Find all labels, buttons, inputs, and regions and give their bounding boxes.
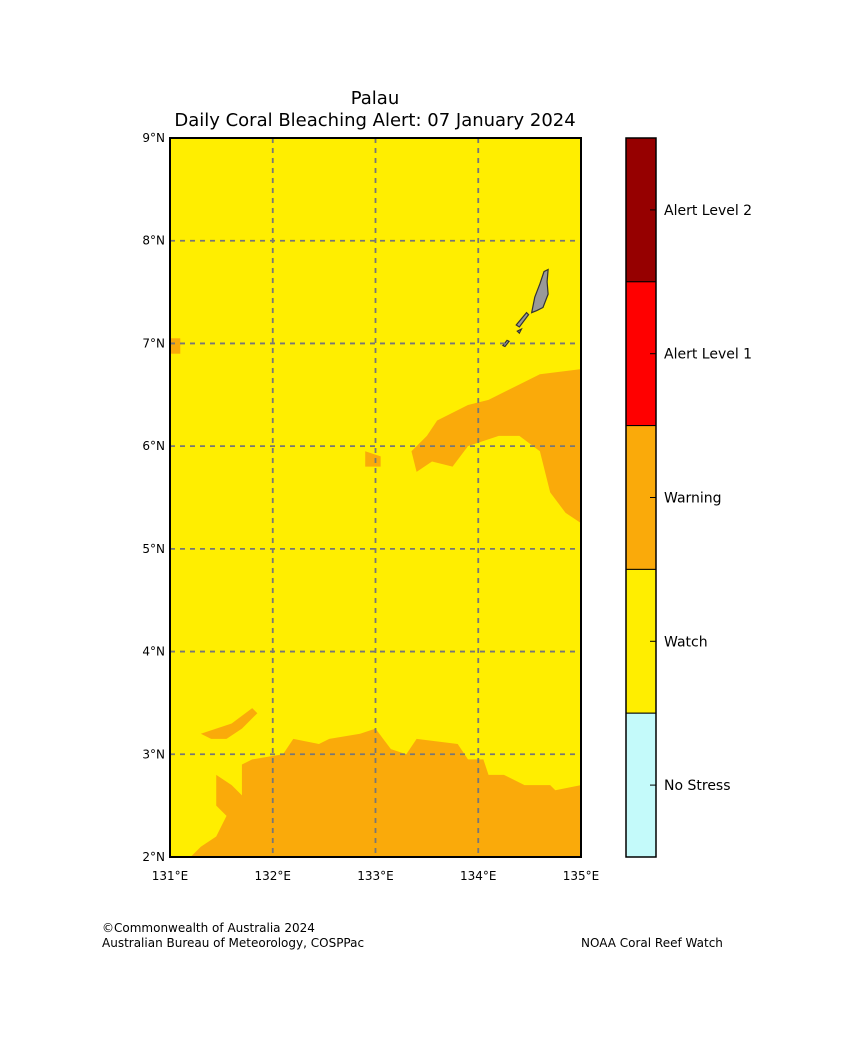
y-tick-label: 4°N [142, 645, 165, 659]
y-axis-ticks: 2°N 3°N 4°N 5°N 6°N 7°N 8°N 9°N [142, 131, 165, 864]
y-tick-label: 3°N [142, 747, 165, 761]
agency-text: Australian Bureau of Meteorology, COSPPa… [102, 936, 365, 950]
map-frame [169, 137, 582, 858]
map-area[interactable] [170, 138, 582, 857]
land-island [501, 339, 511, 348]
land-island [515, 311, 530, 328]
colorbar: Alert Level 2 Alert Level 1 Warning Watch No… [625, 137, 752, 858]
x-axis-ticks: 131°E 132°E 133°E 134°E 135°E [152, 869, 600, 883]
title-line-1: Palau [350, 88, 400, 109]
y-tick-label: 9°N [142, 131, 165, 145]
footer-credits: ©Commonwealth of Australia 2024 Australi… [102, 921, 364, 951]
map-title: Palau Daily Coral Bleaching Alert: 07 Ja… [150, 88, 600, 132]
colorbar-label: Warning [664, 491, 722, 507]
colorbar-label: Alert Level 1 [664, 347, 752, 363]
colorbar-label: No Stress [664, 778, 731, 794]
land-island [516, 327, 523, 335]
warning-region [411, 369, 581, 524]
colorbar-frame [625, 137, 657, 858]
y-tick-label: 6°N [142, 439, 165, 453]
colorbar-label: Watch [664, 634, 708, 650]
x-tick-label: 133°E [357, 869, 394, 883]
copyright-text: ©Commonwealth of Australia 2024 [102, 921, 315, 935]
warning-region [170, 338, 181, 354]
colorbar-label: Alert Level 2 [664, 203, 752, 219]
warning-region [190, 728, 582, 857]
y-tick-label: 8°N [142, 234, 165, 248]
x-tick-label: 135°E [563, 869, 600, 883]
y-tick-label: 7°N [142, 336, 165, 350]
y-tick-label: 2°N [142, 850, 165, 864]
title-line-2: Daily Coral Bleaching Alert: 07 January … [174, 110, 576, 131]
warning-region [200, 708, 258, 739]
warning-region [365, 451, 381, 467]
x-tick-label: 134°E [460, 869, 497, 883]
x-tick-label: 132°E [255, 869, 292, 883]
land-island [530, 268, 549, 314]
partner-credit: NOAA Coral Reef Watch [581, 936, 723, 950]
y-tick-label: 5°N [142, 542, 165, 556]
grid-lines [170, 138, 581, 857]
x-tick-label: 131°E [152, 869, 189, 883]
